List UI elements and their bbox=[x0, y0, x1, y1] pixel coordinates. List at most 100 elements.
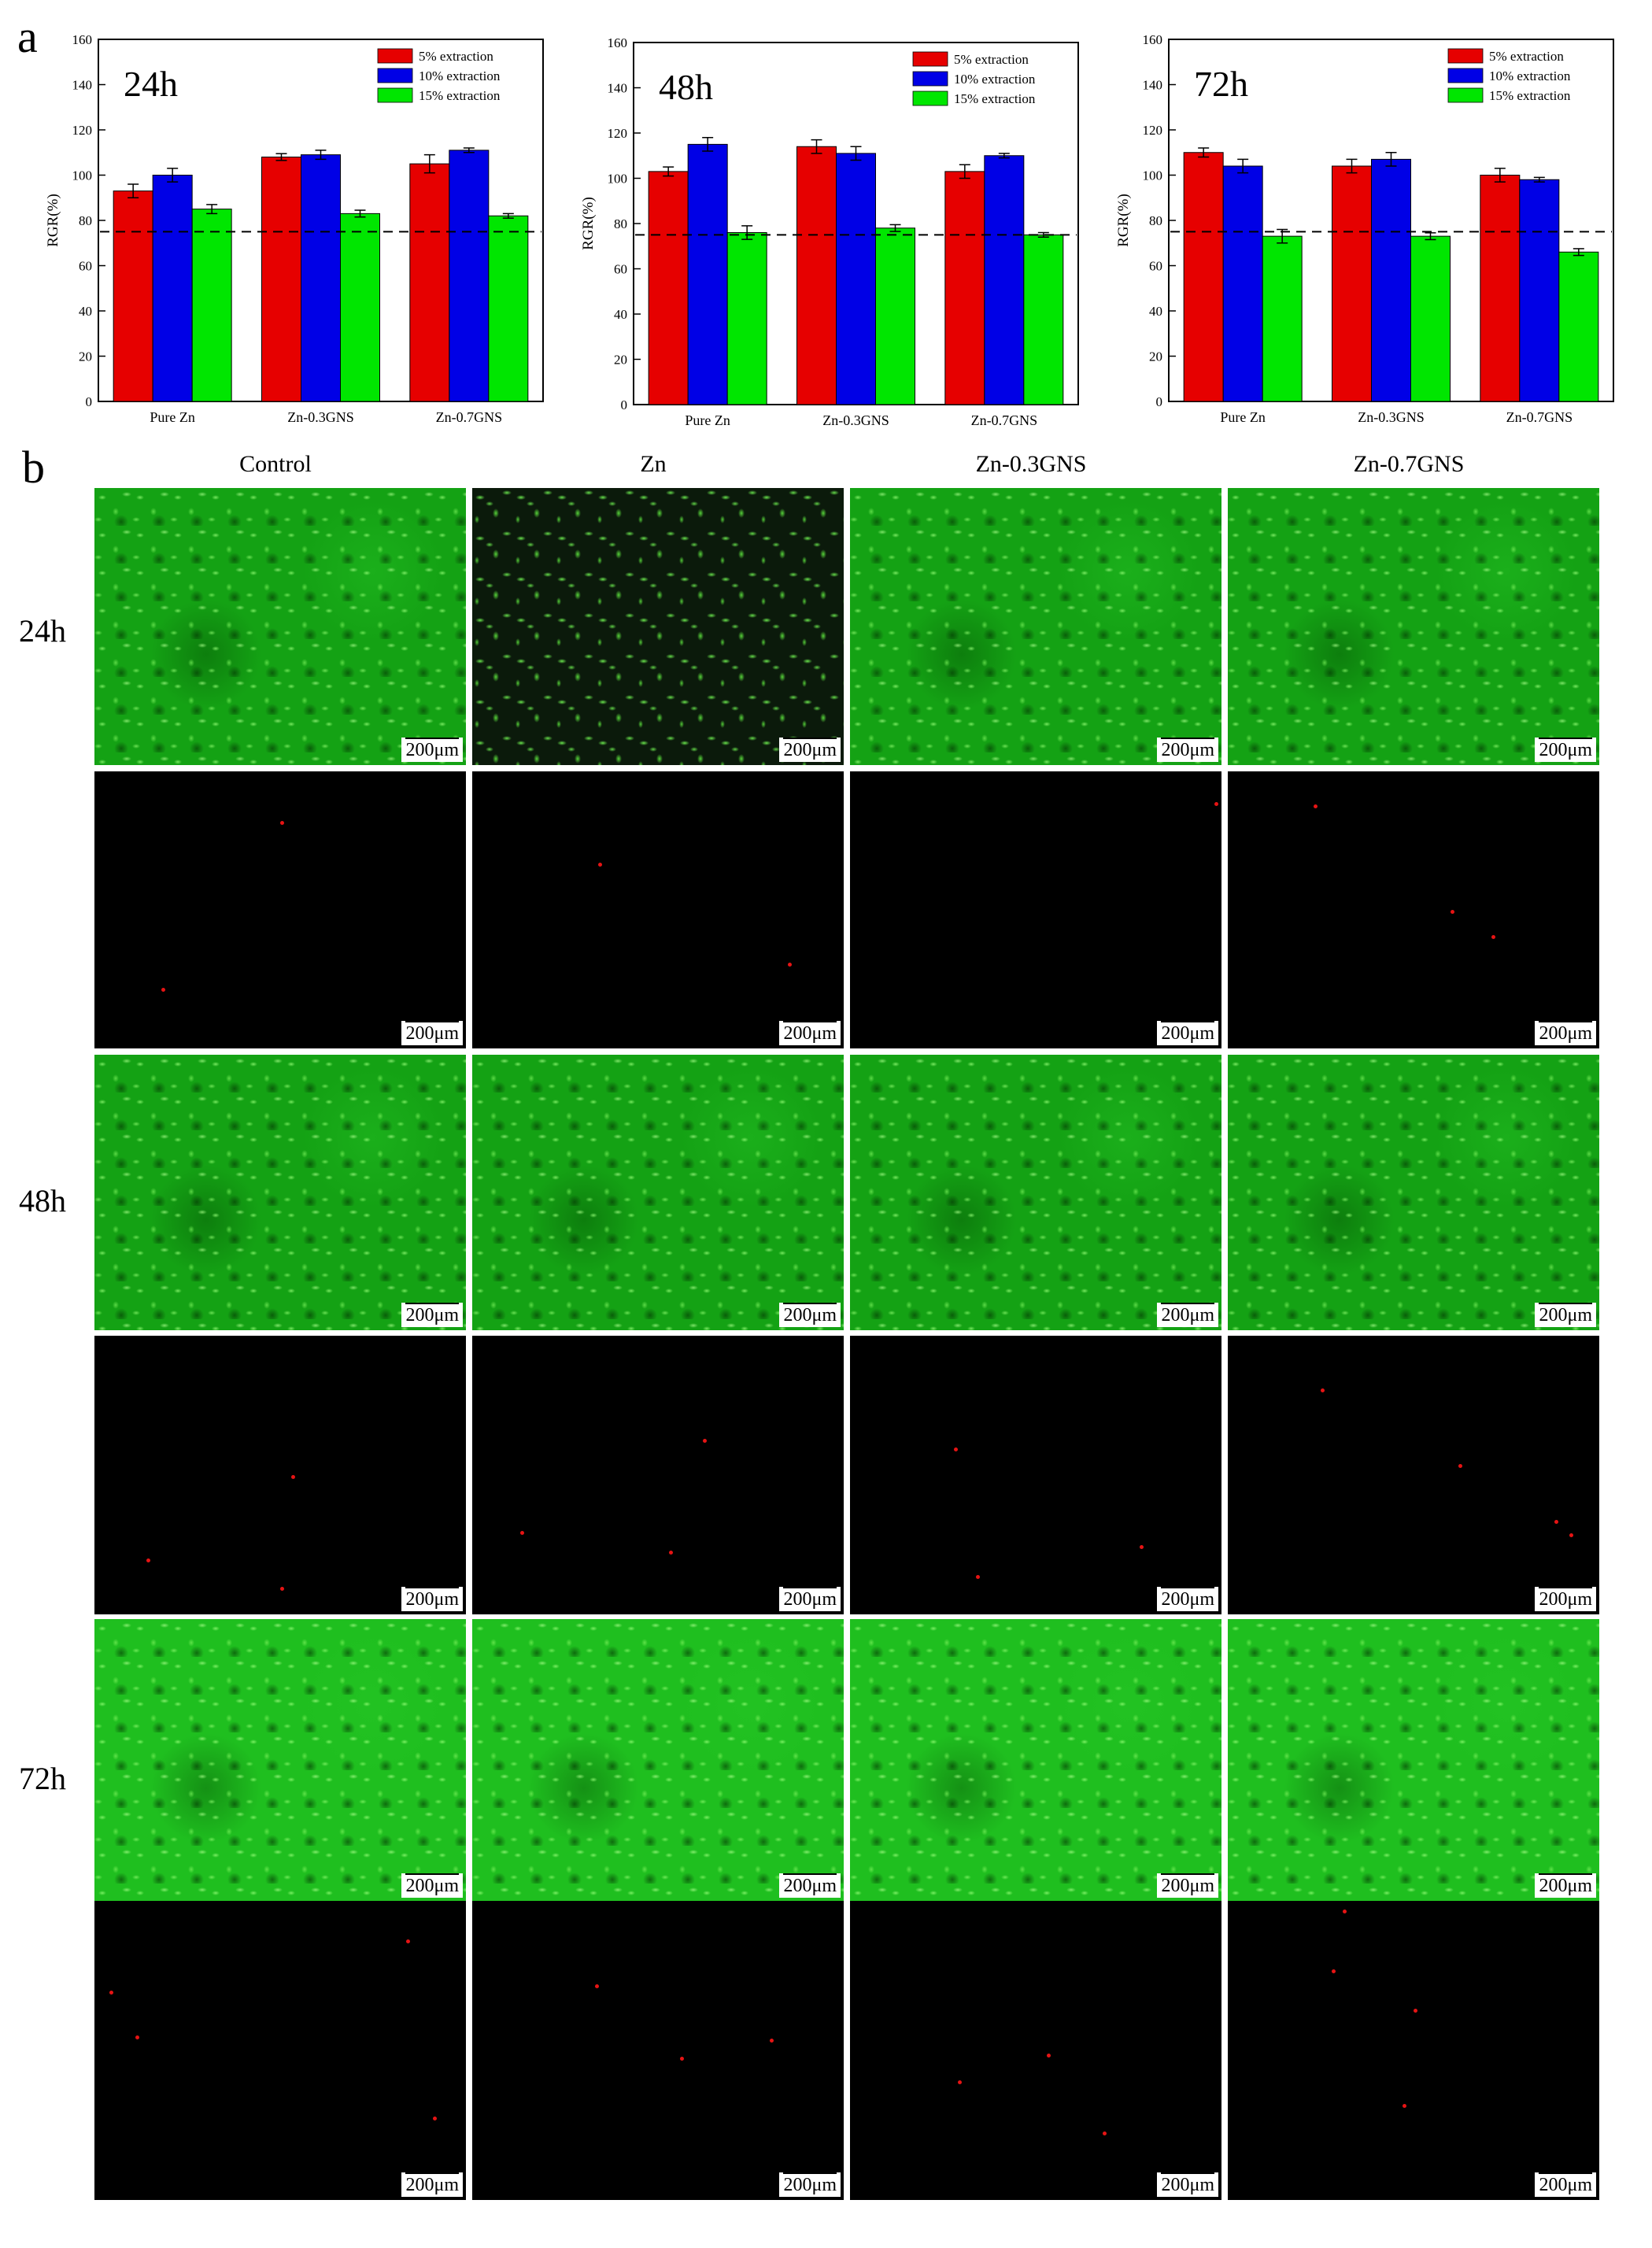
column-header-zn-0-3gns: Zn-0.3GNS bbox=[975, 451, 1087, 477]
bar bbox=[1480, 175, 1521, 402]
scale-bar-label: 200μm bbox=[1161, 2174, 1214, 2195]
scale-bar-line bbox=[783, 1873, 837, 1875]
y-tick-label: 80 bbox=[79, 213, 92, 228]
scale-bar: 200μm bbox=[1535, 1302, 1596, 1327]
bar bbox=[191, 209, 232, 402]
dead-cell-dot bbox=[1491, 934, 1496, 939]
dead-cell-dot bbox=[680, 2056, 685, 2061]
scale-bar: 200μm bbox=[1157, 2172, 1218, 2197]
micrograph-live-control-24h: 200μm bbox=[94, 488, 466, 765]
dead-cell-dot bbox=[594, 1984, 599, 1989]
scale-bar-line bbox=[1161, 1586, 1214, 1588]
y-tick-label: 100 bbox=[608, 172, 628, 187]
chart-annotation: 48h bbox=[659, 67, 713, 107]
panel-label-b: b bbox=[22, 442, 45, 493]
bar bbox=[113, 190, 153, 402]
x-tick-label: Pure Zn bbox=[1220, 409, 1266, 425]
x-tick-label: Zn-0.3GNS bbox=[822, 412, 889, 428]
scale-bar-line bbox=[1161, 1873, 1214, 1875]
y-tick-label: 140 bbox=[1143, 78, 1163, 93]
scale-bar-line bbox=[405, 1020, 459, 1022]
rgr-chart-48h: 0 20 40 60 80 100 120 140 160 RGR(%) Pure Zn Zn-0.3… bbox=[580, 35, 1079, 428]
rgr-chart-24h: 0 20 40 60 80 100 120 140 160 RGR(%) Pure Zn Zn-0.3… bbox=[45, 32, 544, 425]
row-header-24h: 24h bbox=[19, 613, 66, 649]
legend-label: 10% extraction bbox=[419, 68, 501, 83]
scale-bar-label: 200μm bbox=[1161, 1304, 1214, 1326]
y-tick-label: 40 bbox=[1149, 304, 1162, 319]
y-tick-label: 140 bbox=[608, 81, 628, 96]
scale-bar: 200μm bbox=[401, 1586, 463, 1611]
scale-bar: 200μm bbox=[1535, 1873, 1596, 1898]
dead-cell-dot bbox=[146, 1558, 151, 1563]
y-tick-label: 80 bbox=[614, 216, 627, 231]
scale-bar: 200μm bbox=[401, 1302, 463, 1327]
y-tick-label: 40 bbox=[614, 307, 627, 322]
y-tick-label: 160 bbox=[608, 35, 628, 50]
scale-bar-label: 200μm bbox=[405, 2174, 459, 2195]
scale-bar: 200μm bbox=[779, 1586, 841, 1611]
bar bbox=[340, 213, 380, 402]
micrograph-live-zn-0-7gns-48h: 200μm bbox=[1228, 1055, 1599, 1330]
micrograph-live-zn-0-3gns-72h: 200μm bbox=[850, 1619, 1221, 1901]
dead-cell-dot bbox=[976, 1575, 981, 1580]
dead-cell-dot bbox=[406, 1939, 411, 1944]
dead-cell-dot bbox=[1554, 1519, 1559, 1524]
bar bbox=[1222, 165, 1263, 402]
y-tick-label: 0 bbox=[1156, 394, 1163, 409]
scale-bar-label: 200μm bbox=[405, 1588, 459, 1610]
scale-bar: 200μm bbox=[1157, 1302, 1218, 1327]
legend-label: 10% extraction bbox=[954, 72, 1036, 87]
bar bbox=[1023, 234, 1064, 405]
y-tick-label: 0 bbox=[621, 397, 628, 412]
bar bbox=[1332, 165, 1372, 402]
scale-bar-line bbox=[405, 2172, 459, 2174]
bar bbox=[488, 215, 529, 402]
dead-cell-dot bbox=[1458, 1463, 1462, 1468]
bar bbox=[449, 150, 490, 402]
scale-bar-label: 200μm bbox=[1161, 739, 1214, 760]
scale-bar-line bbox=[1539, 737, 1592, 739]
micrograph-dead-zn-72h: 200μm bbox=[472, 1901, 844, 2200]
scale-bar-line bbox=[783, 1302, 837, 1304]
micrograph-dead-zn-0-3gns-72h: 200μm bbox=[850, 1901, 1221, 2200]
y-tick-label: 40 bbox=[79, 304, 92, 319]
scale-bar-line bbox=[405, 1873, 459, 1875]
y-tick-label: 120 bbox=[72, 123, 93, 138]
bar bbox=[1410, 235, 1451, 402]
micrograph-dead-zn-0-7gns-72h: 200μm bbox=[1228, 1901, 1599, 2200]
legend-swatch bbox=[1447, 48, 1484, 64]
scale-bar: 200μm bbox=[779, 1873, 841, 1898]
scale-bar-label: 200μm bbox=[783, 1875, 837, 1896]
bar bbox=[648, 171, 689, 405]
scale-bar-label: 200μm bbox=[405, 1875, 459, 1896]
legend-swatch bbox=[1447, 68, 1484, 83]
bar bbox=[796, 146, 837, 405]
scale-bar-label: 200μm bbox=[1539, 1022, 1592, 1044]
scale-bar-label: 200μm bbox=[405, 1304, 459, 1326]
scale-bar: 200μm bbox=[1535, 1586, 1596, 1611]
dead-cell-dot bbox=[161, 987, 165, 992]
scale-bar-label: 200μm bbox=[1161, 1022, 1214, 1044]
scale-bar-label: 200μm bbox=[1539, 1875, 1592, 1896]
bar bbox=[261, 157, 301, 402]
y-tick-label: 160 bbox=[1143, 32, 1163, 47]
column-header-control: Control bbox=[239, 451, 312, 477]
bar bbox=[875, 227, 915, 405]
scale-bar-line bbox=[1539, 2172, 1592, 2174]
dead-cell-dot bbox=[1214, 801, 1218, 806]
legend-swatch bbox=[377, 48, 413, 64]
micrograph-live-control-72h: 200μm bbox=[94, 1619, 466, 1901]
bar bbox=[984, 155, 1025, 405]
scale-bar-line bbox=[783, 1586, 837, 1588]
y-tick-label: 120 bbox=[1143, 123, 1163, 138]
legend-swatch bbox=[377, 87, 413, 103]
legend-swatch bbox=[912, 71, 948, 87]
y-tick-label: 20 bbox=[79, 349, 92, 364]
scale-bar-label: 200μm bbox=[1539, 1304, 1592, 1326]
scale-bar-label: 200μm bbox=[1539, 739, 1592, 760]
dead-cell-dot bbox=[954, 1447, 959, 1451]
scale-bar: 200μm bbox=[401, 2172, 463, 2197]
micrograph-live-zn-0-7gns-24h: 200μm bbox=[1228, 488, 1599, 765]
bar bbox=[1371, 158, 1411, 402]
scale-bar-label: 200μm bbox=[405, 739, 459, 760]
